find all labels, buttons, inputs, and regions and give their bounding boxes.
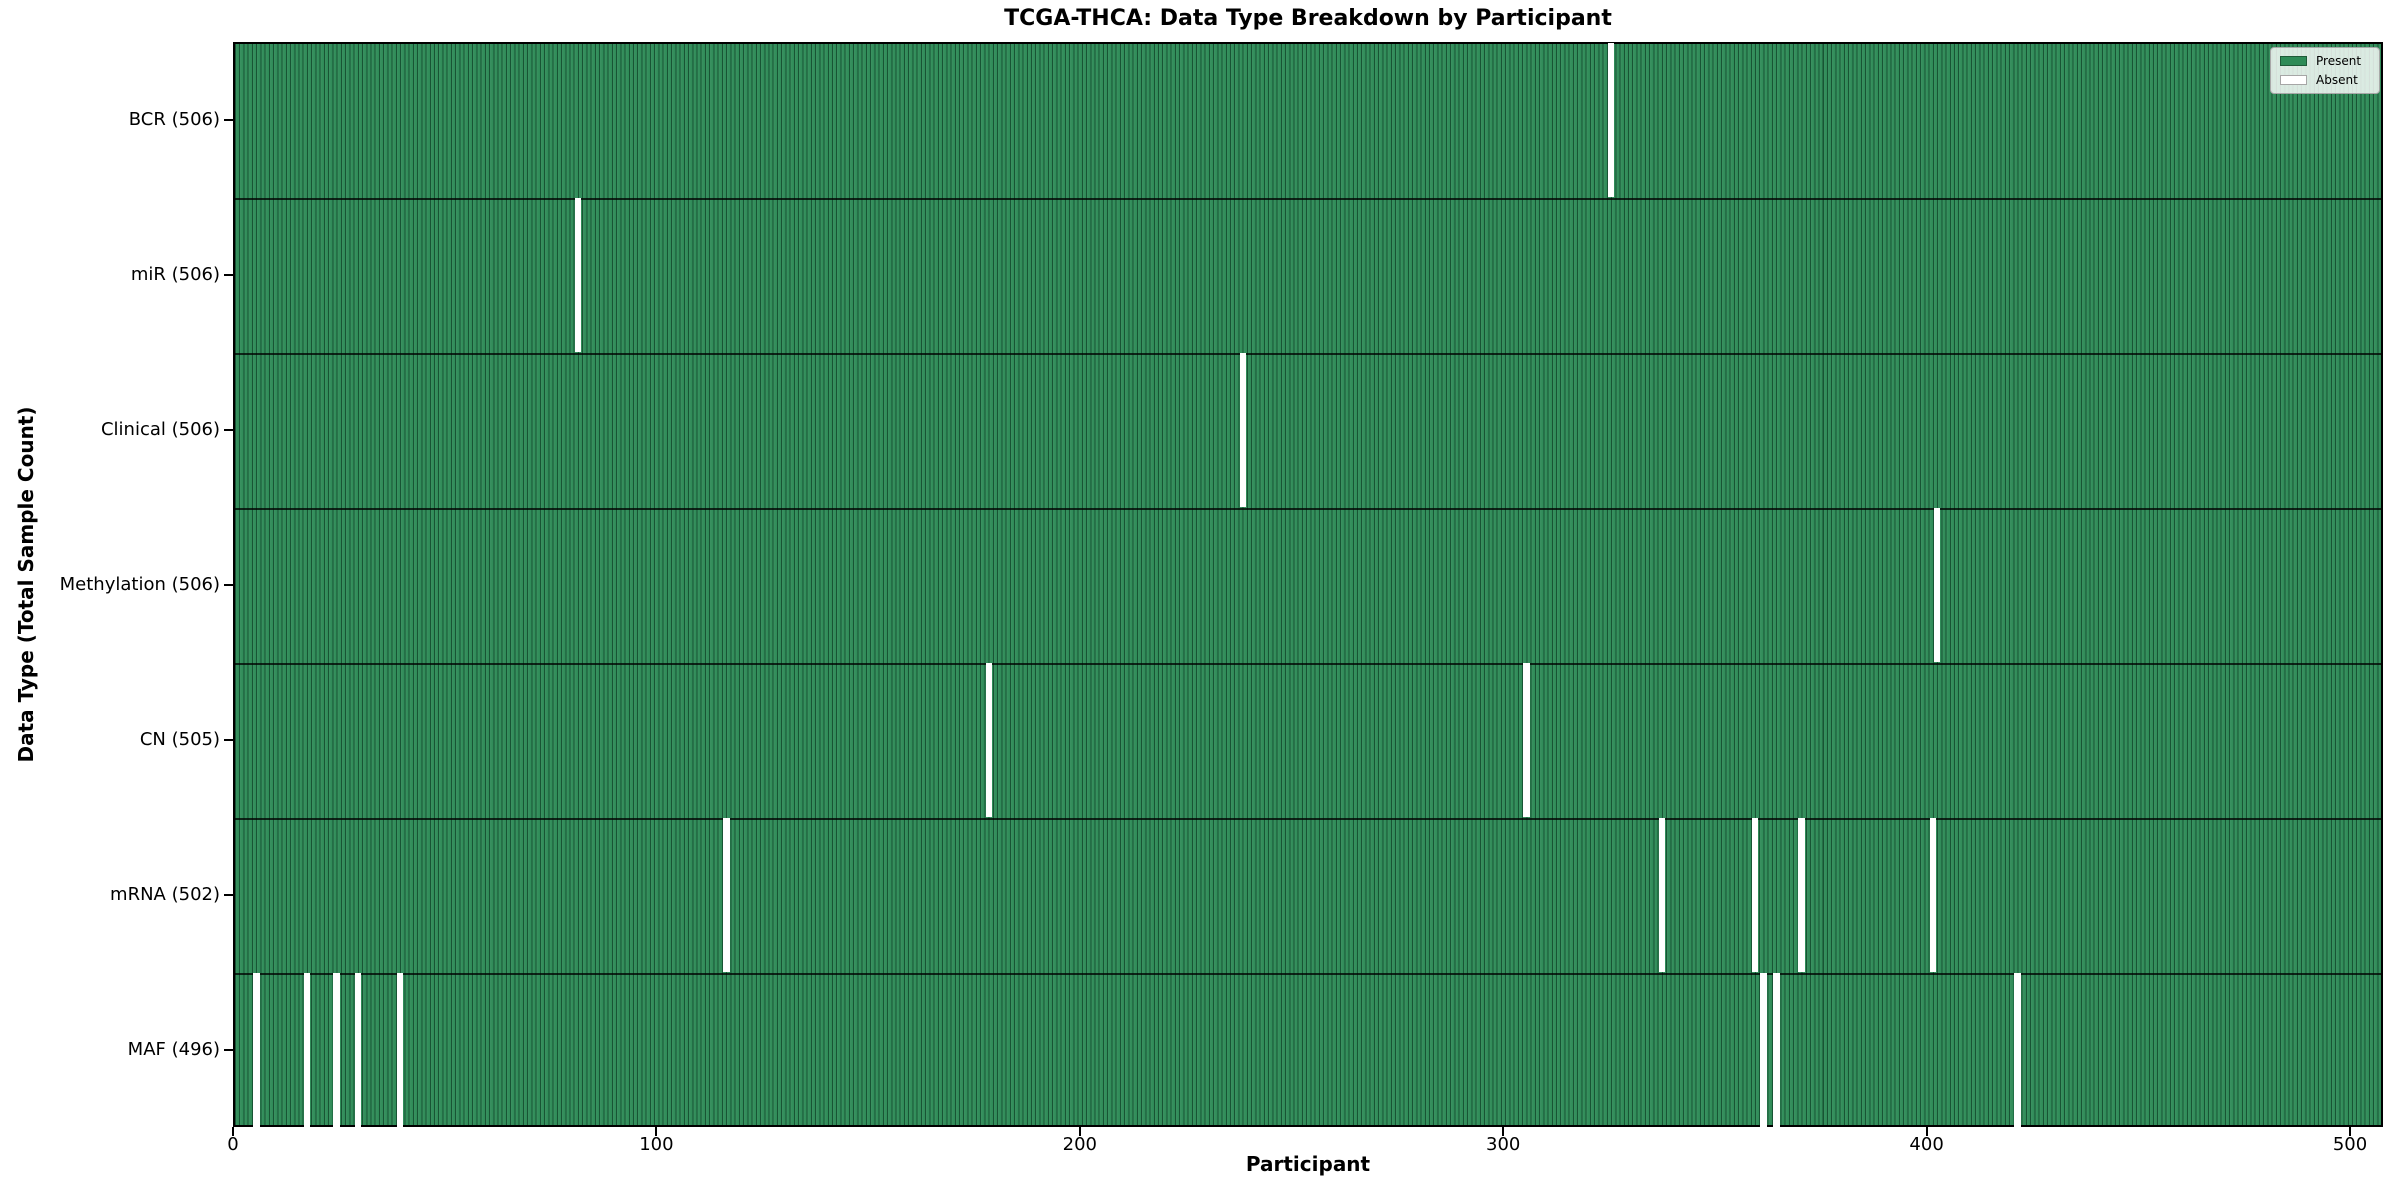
absent-gap: [1773, 972, 1780, 1127]
row-separator: [235, 663, 2381, 665]
y-tick-label: Clinical (506): [100, 418, 220, 440]
y-tick-mark: [224, 893, 233, 896]
x-tick-label: 500: [2332, 1134, 2368, 1155]
y-tick-label: MAF (496): [127, 1038, 220, 1060]
y-tick-mark: [224, 428, 233, 431]
legend-item: Absent: [2280, 74, 2370, 86]
legend-label: Absent: [2316, 73, 2358, 87]
x-axis-label: Participant: [1245, 1152, 1371, 1176]
y-tick-mark: [224, 118, 233, 121]
y-tick-label: BCR (506): [128, 108, 220, 130]
legend-swatch-icon: [2280, 56, 2307, 66]
x-tick-label: 400: [1909, 1134, 1944, 1155]
x-tick-mark: [655, 1127, 658, 1136]
row-separator: [235, 818, 2381, 820]
x-tick-label: 0: [227, 1134, 239, 1155]
y-axis-label: Data Type (Total Sample Count): [14, 406, 38, 763]
y-tick-mark: [224, 273, 233, 276]
absent-gap: [253, 972, 260, 1127]
absent-gap: [1751, 817, 1759, 972]
absent-gap: [1760, 972, 1767, 1127]
legend-label: Present: [2316, 54, 2362, 68]
absent-gap: [396, 972, 404, 1127]
x-tick-label: 100: [639, 1134, 674, 1155]
row-separator: [235, 973, 2381, 975]
x-tick-label: 300: [1486, 1134, 1521, 1155]
absent-gap: [1933, 507, 1941, 662]
absent-gap: [2014, 972, 2021, 1127]
y-tick-label: Methylation (506): [59, 573, 220, 595]
y-tick-label: mRNA (502): [110, 883, 220, 905]
absent-gap: [1798, 817, 1805, 972]
y-tick-mark: [224, 1048, 233, 1051]
legend-item: Present: [2280, 55, 2370, 67]
absent-gap: [574, 197, 582, 352]
x-tick-mark: [1925, 1127, 1928, 1136]
y-tick-mark: [224, 583, 233, 586]
x-tick-label: 200: [1062, 1134, 1097, 1155]
x-tick-mark: [1078, 1127, 1081, 1136]
absent-gap: [1239, 352, 1247, 507]
legend: Present Absent: [2270, 47, 2380, 94]
absent-gap: [1929, 817, 1937, 972]
y-tick-mark: [224, 738, 233, 741]
x-tick-mark: [2349, 1127, 2351, 1136]
absent-gap: [303, 972, 311, 1127]
absent-gap: [985, 662, 993, 817]
absent-gap: [1607, 42, 1615, 197]
row-separator: [235, 198, 2381, 200]
absent-gap: [354, 972, 362, 1127]
x-tick-mark: [232, 1127, 234, 1136]
absent-gap: [723, 817, 730, 972]
x-tick-mark: [1502, 1127, 1505, 1136]
absent-gap: [333, 972, 340, 1127]
row-separator: [235, 353, 2381, 355]
plot-area: [233, 42, 2383, 1127]
absent-gap: [1523, 662, 1530, 817]
y-tick-label: CN (505): [139, 728, 220, 750]
row-separator: [235, 508, 2381, 510]
legend-swatch-icon: [2280, 75, 2307, 85]
absent-gap: [1658, 817, 1666, 972]
chart-title: TCGA-THCA: Data Type Breakdown by Partic…: [1004, 6, 1612, 31]
y-tick-label: miR (506): [130, 263, 220, 285]
